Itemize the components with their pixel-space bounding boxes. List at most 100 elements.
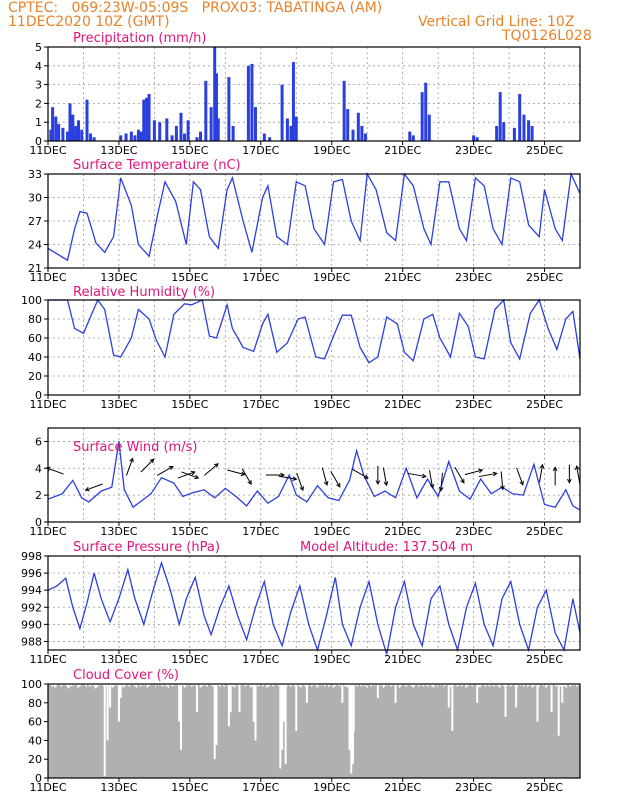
wind-arrow-shaft	[428, 470, 434, 488]
y-tick-label: 1	[35, 116, 42, 129]
panel-3: 0 2 4 6 11DEC 13DEC 15DEC 17DEC 19DEC 21DEC 23DEC 2…	[29, 427, 581, 538]
cloud-gap	[215, 684, 218, 746]
cloud-bar	[415, 684, 418, 778]
cloud-bar	[85, 686, 88, 778]
cloud-bar	[453, 685, 455, 778]
cloud-bar	[164, 685, 167, 778]
cloud-bar	[122, 687, 125, 778]
precip-bar	[54, 116, 58, 141]
cloud-bar	[330, 684, 333, 778]
cloud-bar	[79, 685, 82, 778]
cloud-gap	[350, 684, 353, 774]
cloud-gap	[281, 684, 284, 750]
precip-bar	[522, 114, 526, 141]
cloud-bar	[259, 684, 262, 778]
cloud-bar	[277, 685, 280, 778]
cloud-bar	[228, 686, 231, 778]
cloud-gap	[109, 684, 112, 708]
cloud-bar	[398, 687, 401, 778]
y-tick-label: 60	[28, 716, 42, 729]
panel-title: Surface Temperature (nC)	[73, 158, 241, 173]
cloud-bar	[200, 686, 203, 778]
cloud-bar	[542, 685, 545, 778]
cloud-bar	[261, 686, 264, 778]
x-tick-label: 15DEC	[171, 144, 208, 157]
cloud-bar	[450, 686, 453, 778]
cloud-bar	[153, 685, 156, 778]
cloud-bar	[112, 686, 115, 778]
cloud-bar	[118, 685, 121, 778]
cloud-bar	[483, 685, 486, 778]
panel-title: Surface Pressure (hPa)	[73, 540, 220, 555]
cloud-bar	[551, 686, 554, 778]
cloud-bar	[356, 686, 359, 778]
precip-bar	[80, 129, 84, 141]
cloud-gap	[447, 684, 450, 708]
cloud-bar	[89, 686, 92, 778]
cloud-bar	[236, 685, 239, 778]
cloud-bar	[471, 686, 474, 778]
cloud-bar	[334, 685, 337, 778]
cloud-bar	[373, 685, 376, 778]
wind-arrow	[278, 475, 298, 482]
cloud-bar	[366, 687, 369, 778]
cloud-bar	[515, 687, 517, 778]
cloud-bar	[255, 684, 258, 778]
cloud-bar	[65, 685, 68, 778]
x-tick-label: 13DEC	[100, 525, 137, 538]
y-tick-label: 24	[28, 239, 42, 252]
x-tick-label: 13DEC	[100, 144, 137, 157]
cloud-gap	[284, 684, 287, 764]
cloud-bar	[310, 686, 313, 778]
wind-arrow-shaft	[140, 458, 155, 473]
cloud-bar	[167, 687, 170, 778]
cloud-bar	[404, 685, 406, 778]
cloud-bar	[304, 686, 307, 778]
wind-arrow-shaft	[500, 471, 504, 490]
wind-arrow-head	[240, 471, 246, 477]
cloud-bar	[133, 685, 135, 778]
x-tick-label: 25DEC	[526, 398, 563, 411]
cloud-bar	[536, 685, 539, 778]
cloud-bar	[62, 684, 65, 778]
cloud-bar	[252, 684, 255, 778]
cloud-bar	[339, 686, 342, 778]
cloud-bar	[49, 684, 52, 778]
x-tick-label: 19DEC	[313, 271, 350, 284]
cloud-bar	[205, 685, 207, 778]
precip-bar	[213, 47, 217, 141]
cloud-bar	[376, 686, 379, 778]
cloud-bar	[383, 686, 386, 778]
wind-arrow-shaft	[454, 466, 465, 484]
panel-5: 0 20 40 60 80 100 11DEC 13DEC 15DEC 17DEC 19DEC 21D…	[21, 668, 581, 794]
cloud-gap	[213, 684, 216, 760]
cloud-bar	[144, 684, 147, 778]
cloud-bar	[444, 685, 447, 778]
wind-arrow-head	[478, 468, 484, 474]
wind-arrow-head	[552, 466, 558, 472]
cloud-bar	[265, 687, 268, 778]
wind-arrow	[296, 473, 304, 492]
cloud-bar	[432, 687, 435, 778]
cloud-bar	[522, 686, 525, 778]
cloud-bar	[161, 686, 164, 778]
cloud-bar	[386, 685, 389, 778]
x-tick-label: 23DEC	[455, 271, 492, 284]
wind-arrow	[181, 471, 200, 480]
cloud-bar	[564, 686, 566, 778]
cloud-bar	[264, 684, 267, 778]
y-tick-label: 100	[21, 294, 42, 307]
cloud-bar	[344, 686, 347, 778]
wind-arrow-shaft	[464, 469, 483, 476]
y-tick-label: 0	[35, 772, 42, 785]
cloud-bar	[572, 685, 575, 778]
y-tick-label: 60	[28, 332, 42, 345]
cloud-bar	[370, 686, 373, 778]
y-tick-label: 27	[28, 215, 42, 228]
wind-arrow-shaft	[278, 475, 297, 480]
wind-arrow-head	[421, 473, 427, 479]
cloud-bar	[539, 684, 542, 778]
cloud-bar	[353, 684, 356, 778]
wind-arrow	[438, 472, 444, 492]
cloud-bar	[493, 686, 496, 778]
